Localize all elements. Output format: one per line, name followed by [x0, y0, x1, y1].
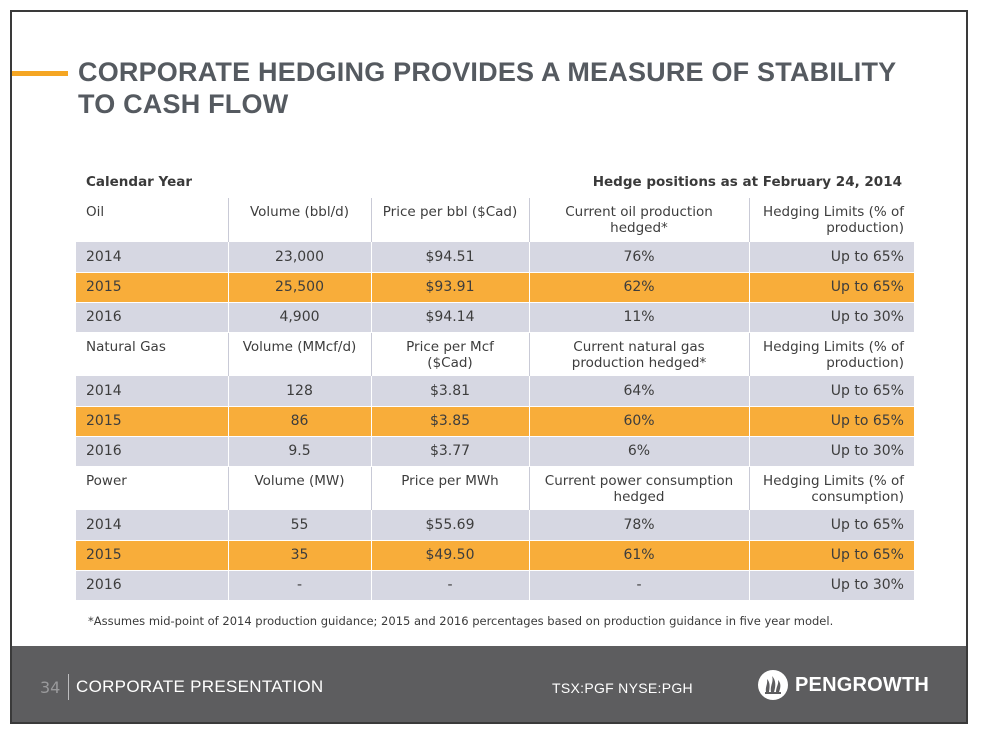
table-cell: 2016 [76, 436, 229, 467]
table-cell: 6% [529, 436, 750, 467]
table-cell: - [228, 570, 372, 601]
table-cell: - [371, 570, 530, 601]
table-cell: Up to 30% [749, 302, 914, 333]
table-cell: 11% [529, 302, 750, 333]
table-cell: 64% [529, 376, 750, 407]
hedge-positions-caption: Hedge positions as at February 24, 2014 [592, 174, 902, 190]
table-cell: $49.50 [371, 540, 530, 571]
table-cell: $55.69 [371, 510, 530, 541]
table-cell: 2015 [76, 406, 229, 437]
column-header: Volume (MMcf/d) [228, 332, 372, 376]
table-row: 2015 35 $49.50 61% Up to 65% [76, 540, 914, 571]
column-header: Hedging Limits (% of consumption) [749, 466, 914, 510]
slide: CORPORATE HEDGING PROVIDES A MEASURE OF … [10, 10, 968, 724]
footnote: *Assumes mid-point of 2014 production gu… [88, 614, 834, 628]
ticker-symbols: TSX:PGF NYSE:PGH [552, 680, 693, 696]
power-header-row: Power Volume (MW) Price per MWh Current pow… [76, 466, 914, 510]
column-header: Power [76, 466, 229, 510]
table-cell: $3.77 [371, 436, 530, 467]
table-cell: Up to 65% [749, 510, 914, 541]
calendar-year-caption: Calendar Year [86, 174, 193, 190]
table-cell: 61% [529, 540, 750, 571]
table-cell: Up to 65% [749, 406, 914, 437]
table-cell: 2015 [76, 540, 229, 571]
table-row: 2016 9.5 $3.77 6% Up to 30% [76, 436, 914, 467]
oil-header-row: Oil Volume (bbl/d) Price per bbl ($Cad) Cur… [76, 198, 914, 242]
column-header: Oil [76, 198, 229, 242]
column-header: Volume (MW) [228, 466, 372, 510]
table-cell: 25,500 [228, 272, 372, 303]
table-cell: 2014 [76, 242, 229, 273]
column-header: Current oil production hedged* [529, 198, 750, 242]
column-header: Volume (bbl/d) [228, 198, 372, 242]
table-cell: $3.85 [371, 406, 530, 437]
table-cell: $94.14 [371, 302, 530, 333]
table-cell: $3.81 [371, 376, 530, 407]
table-cell: 60% [529, 406, 750, 437]
table-cell: Up to 65% [749, 540, 914, 571]
table-cell: 35 [228, 540, 372, 571]
table-cell: 86 [228, 406, 372, 437]
table-cell: 128 [228, 376, 372, 407]
table-cell: 9.5 [228, 436, 372, 467]
page-number: 34 [40, 678, 61, 697]
company-logo: PENGROWTH [757, 668, 929, 702]
column-header: Price per bbl ($Cad) [371, 198, 530, 242]
footer-bar: 34 CORPORATE PRESENTATION TSX:PGF NYSE:P… [12, 646, 966, 722]
table-cell: $94.51 [371, 242, 530, 273]
table-cell: 4,900 [228, 302, 372, 333]
flame-logo-icon [758, 670, 788, 700]
table-cell: Up to 65% [749, 376, 914, 407]
column-header: Price per MWh [371, 466, 530, 510]
table-row: 2015 86 $3.85 60% Up to 65% [76, 406, 914, 437]
table-cell: 78% [529, 510, 750, 541]
table-row: 2014 128 $3.81 64% Up to 65% [76, 376, 914, 407]
table-cell: 2016 [76, 302, 229, 333]
column-header: Current power consumption hedged [529, 466, 750, 510]
page-title-line-2: TO CASH FLOW [78, 89, 289, 119]
footer-label: CORPORATE PRESENTATION [76, 677, 324, 696]
table-cell: Up to 30% [749, 570, 914, 601]
table-cell: - [529, 570, 750, 601]
logo-text: PENGROWTH [795, 673, 930, 696]
table-cell: 62% [529, 272, 750, 303]
column-header: Hedging Limits (% of production) [749, 198, 914, 242]
table-cell: Up to 65% [749, 242, 914, 273]
column-header: Current natural gas production hedged* [529, 332, 750, 376]
table-row: 2016- - - Up to 30% [76, 570, 914, 601]
table-cell: 23,000 [228, 242, 372, 273]
table-row: 2014 55 $55.69 78% Up to 65% [76, 510, 914, 541]
table-cell: $93.91 [371, 272, 530, 303]
table-row: 2015 25,500 $93.91 62% Up to 65% [76, 272, 914, 303]
table-cell: 2014 [76, 376, 229, 407]
table-cell: 55 [228, 510, 372, 541]
table-cell: 2016 [76, 570, 229, 601]
title-accent-bar [12, 71, 68, 76]
table-cell: 2014 [76, 510, 229, 541]
column-header: Price per Mcf ($Cad) [371, 332, 530, 376]
table-cell: Up to 30% [749, 436, 914, 467]
page-title: CORPORATE HEDGING PROVIDES A MEASURE OF … [78, 56, 948, 120]
table-row: 2014 23,000 $94.51 76% Up to 65% [76, 242, 914, 273]
hedging-table: Oil Volume (bbl/d) Price per bbl ($Cad) Cur… [76, 198, 914, 601]
table-row: 2016 4,900 $94.14 11% Up to 30% [76, 302, 914, 333]
table-cell: 2015 [76, 272, 229, 303]
column-header: Natural Gas [76, 332, 229, 376]
column-header: Hedging Limits (% of production) [749, 332, 914, 376]
table-cell: Up to 65% [749, 272, 914, 303]
page-title-line-1: CORPORATE HEDGING PROVIDES A MEASURE OF … [78, 57, 897, 87]
natural-gas-header-row: Natural Gas Volume (MMcf/d) Price per Mcf … [76, 332, 914, 376]
footer-divider [68, 674, 69, 700]
table-cell: 76% [529, 242, 750, 273]
